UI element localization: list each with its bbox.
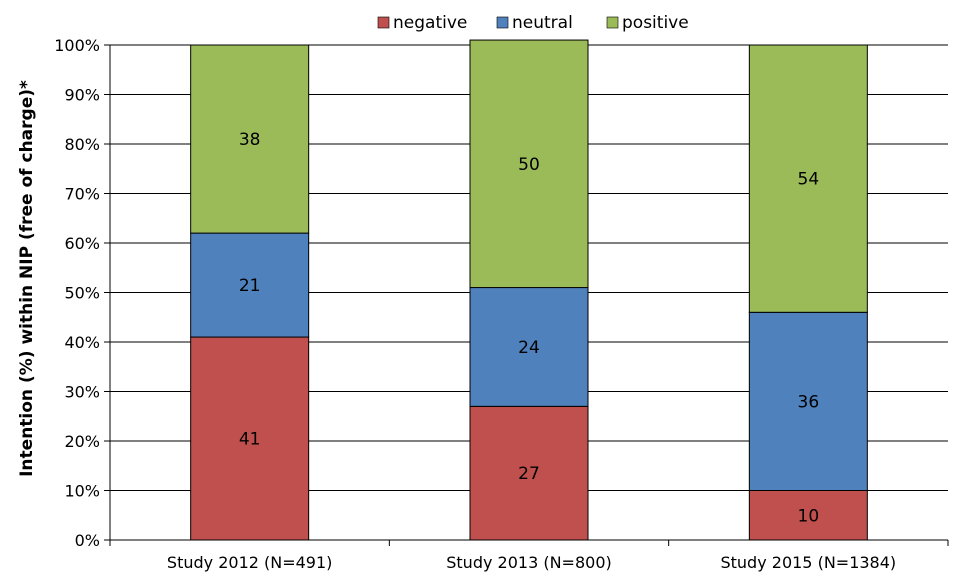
y-tick-label: 40% (64, 333, 100, 352)
bar-segment-negative (748, 490, 868, 541)
data-label: 27 (518, 464, 540, 484)
data-label: 24 (518, 338, 540, 358)
x-category-label: Study 2015 (N=1384) (720, 553, 896, 572)
legend-swatch-neutral (496, 16, 509, 29)
y-tick-label: 10% (64, 482, 100, 501)
bar-segment-negative (190, 336, 310, 541)
y-tick-label: 100% (54, 36, 100, 55)
legend-label: positive (622, 13, 689, 33)
y-tick-label: 0% (75, 531, 100, 550)
y-tick-label: 80% (64, 135, 100, 154)
x-category-label: Study 2013 (N=800) (446, 553, 611, 572)
bar-segment-positive (190, 44, 310, 234)
y-tick-label: 70% (64, 185, 100, 204)
legend-swatch-negative (377, 16, 390, 29)
bar-segment-positive (469, 39, 589, 289)
bar-segment-neutral (190, 232, 310, 338)
y-axis-title: Intention (%) within NIP (free of charge… (17, 80, 37, 477)
data-label: 41 (239, 430, 261, 450)
y-tick-label: 50% (64, 284, 100, 303)
legend-swatch-positive (606, 16, 619, 29)
bar-segment-neutral (469, 287, 589, 407)
legend-label: negative (393, 13, 467, 33)
data-label: 10 (798, 506, 820, 526)
y-tick-label: 30% (64, 383, 100, 402)
data-label: 50 (518, 155, 540, 175)
y-tick-label: 60% (64, 234, 100, 253)
bar-segment-neutral (748, 311, 868, 491)
legend-label: neutral (512, 13, 573, 33)
data-label: 54 (798, 170, 820, 190)
x-category-label: Study 2012 (N=491) (167, 553, 332, 572)
data-label: 21 (239, 276, 261, 296)
data-label: 36 (798, 392, 820, 412)
bar-segment-positive (748, 44, 868, 313)
y-tick-label: 90% (64, 86, 100, 105)
y-tick-label: 20% (64, 432, 100, 451)
data-label: 38 (239, 130, 261, 150)
